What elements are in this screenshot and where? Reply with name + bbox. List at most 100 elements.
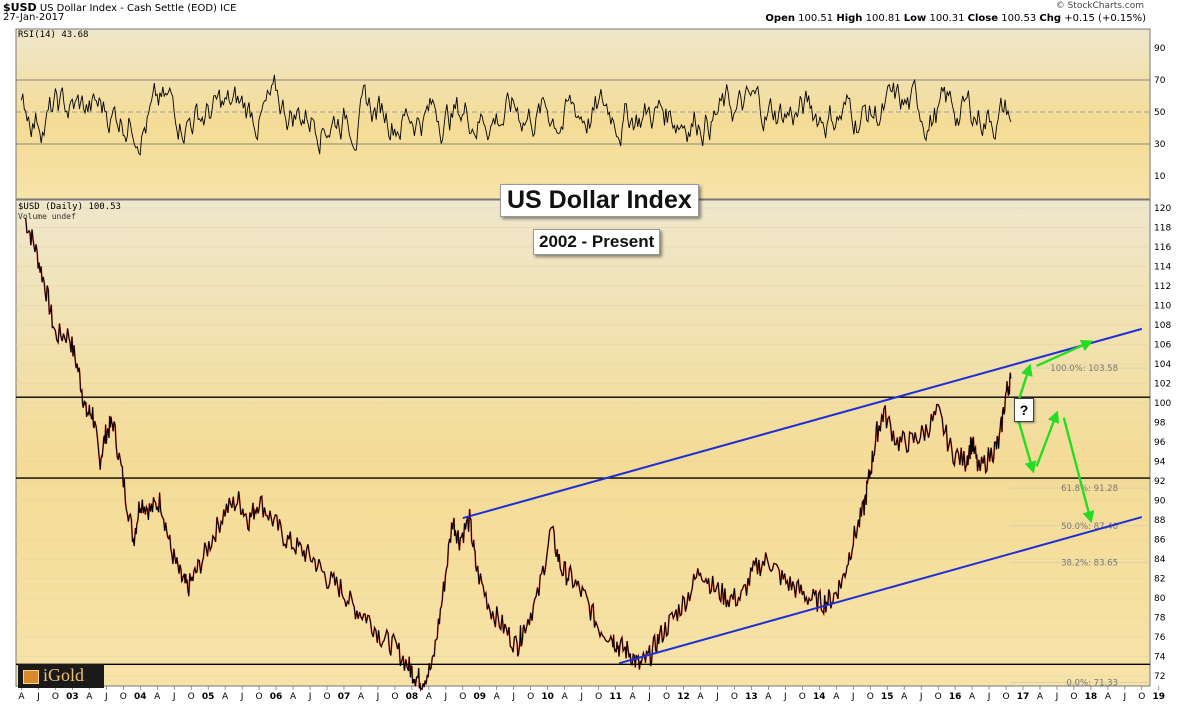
- price-y-tick-label: 104: [1154, 360, 1171, 370]
- symbol: $USD: [3, 1, 37, 14]
- price-series-line: [24, 217, 1012, 692]
- ohlc-readout: Open 100.51 High 100.81 Low 100.31 Close…: [765, 13, 1146, 24]
- price-y-tick-label: 82: [1154, 575, 1165, 585]
- price-y-tick-label: 118: [1154, 224, 1171, 234]
- chg-label: Chg: [1039, 13, 1062, 24]
- x-tick-label: J: [444, 692, 448, 702]
- x-tick-label: A: [358, 692, 365, 702]
- price-y-tick-label: 110: [1154, 302, 1171, 312]
- x-tick-label: O: [595, 692, 602, 702]
- x-tick-label: O: [1070, 692, 1077, 702]
- price-y-tick-label: 74: [1154, 653, 1166, 663]
- low-value: 100.31: [929, 13, 965, 24]
- price-y-tick-label: 98: [1154, 419, 1166, 429]
- x-tick-label: O: [256, 692, 263, 702]
- copyright: © StockCharts.com: [1055, 1, 1144, 11]
- price-y-tick-label: 92: [1154, 477, 1165, 487]
- x-tick-label: J: [240, 692, 244, 702]
- x-tick-label: O: [731, 692, 738, 702]
- price-y-tick-label: 72: [1154, 672, 1165, 682]
- chart-subtitle: 2002 - Present: [533, 229, 661, 255]
- x-tick-label: 15: [881, 692, 894, 702]
- rsi-line: [20, 74, 1012, 156]
- volume-label: Volume undef: [18, 212, 76, 221]
- logo-square-icon: [23, 670, 39, 684]
- projection-arrow: [1036, 340, 1094, 368]
- x-tick-label: 07: [338, 692, 351, 702]
- igold-logo: iGold: [18, 664, 104, 688]
- x-tick-label: J: [172, 692, 176, 702]
- open-value: 100.51: [798, 13, 834, 24]
- x-tick-label: A: [833, 692, 840, 702]
- x-tick-label: O: [867, 692, 874, 702]
- x-tick-label: J: [919, 692, 923, 702]
- x-tick-label: J: [1123, 692, 1127, 702]
- x-tick-label: O: [323, 692, 330, 702]
- x-tick-label: O: [459, 692, 466, 702]
- x-tick-label: A: [901, 692, 908, 702]
- x-tick-label: O: [1138, 692, 1145, 702]
- x-tick-label: A: [1037, 692, 1044, 702]
- x-tick-label: A: [86, 692, 93, 702]
- x-tick-label: 12: [677, 692, 690, 702]
- price-y-tick-label: 112: [1154, 282, 1171, 292]
- rsi-panel-label: RSI(14) 43.68: [18, 30, 89, 40]
- x-tick-label: A: [1105, 692, 1112, 702]
- price-y-tick-label: 108: [1154, 321, 1171, 331]
- x-tick-label: O: [120, 692, 127, 702]
- price-y-tick-label: 106: [1154, 341, 1171, 351]
- close-label: Close: [967, 13, 999, 24]
- x-tick-label: A: [629, 692, 636, 702]
- price-y-tick-label: 120: [1154, 204, 1171, 214]
- x-tick-label: O: [52, 692, 59, 702]
- fib-label: 50.0%: 87.40: [1061, 522, 1118, 532]
- channel-line-lower: [618, 516, 1143, 665]
- x-tick-label: J: [715, 692, 719, 702]
- x-tick-label: 06: [270, 692, 283, 702]
- price-y-tick-label: 88: [1154, 516, 1166, 526]
- x-tick-label: 08: [406, 692, 419, 702]
- x-tick-label: A: [494, 692, 501, 702]
- rsi-y-tick-label: 10: [1154, 172, 1166, 182]
- x-tick-label: J: [36, 692, 40, 702]
- rsi-panel-bg: [15, 28, 1151, 200]
- x-tick-label: A: [290, 692, 297, 702]
- x-tick-label: 05: [202, 692, 215, 702]
- x-tick-label: J: [104, 692, 108, 702]
- x-tick-label: A: [18, 692, 25, 702]
- open-label: Open: [765, 13, 795, 24]
- x-tick-label: J: [579, 692, 583, 702]
- chg-value: +0.15 (+0.15%): [1064, 13, 1146, 24]
- projection-arrow: [1015, 412, 1037, 474]
- price-panel-bg: [15, 199, 1151, 687]
- price-y-tick-label: 114: [1154, 263, 1171, 273]
- x-tick-label: 18: [1085, 692, 1098, 702]
- exchange: ICE: [220, 3, 237, 14]
- price-y-tick-label: 100: [1154, 399, 1171, 409]
- x-tick-label: 09: [474, 692, 487, 702]
- x-tick-label: 11: [609, 692, 622, 702]
- x-tick-label: A: [426, 692, 433, 702]
- rsi-y-tick-label: 70: [1154, 76, 1166, 86]
- x-tick-label: J: [987, 692, 991, 702]
- x-tick-label: A: [969, 692, 976, 702]
- price-y-tick-label: 80: [1154, 594, 1166, 604]
- x-tick-label: J: [511, 692, 515, 702]
- instrument-name: US Dollar Index - Cash Settle (EOD): [39, 3, 217, 14]
- x-tick-label: 14: [813, 692, 826, 702]
- chart-header-ticker: $USD US Dollar Index - Cash Settle (EOD)…: [3, 1, 236, 14]
- x-tick-label: 13: [745, 692, 758, 702]
- x-tick-label: O: [935, 692, 942, 702]
- price-y-tick-label: 90: [1154, 497, 1166, 507]
- x-tick-label: 10: [541, 692, 554, 702]
- price-y-tick-label: 84: [1154, 555, 1166, 565]
- logo-text: iGold: [43, 665, 85, 685]
- x-tick-label: 16: [949, 692, 962, 702]
- price-y-tick-label: 78: [1154, 614, 1166, 624]
- question-mark-box: ?: [1014, 398, 1034, 422]
- price-y-tick-label: 102: [1154, 380, 1171, 390]
- x-tick-label: 19: [1153, 692, 1166, 702]
- x-tick-label: O: [188, 692, 195, 702]
- fib-label: 100.0%: 103.58: [1050, 364, 1118, 374]
